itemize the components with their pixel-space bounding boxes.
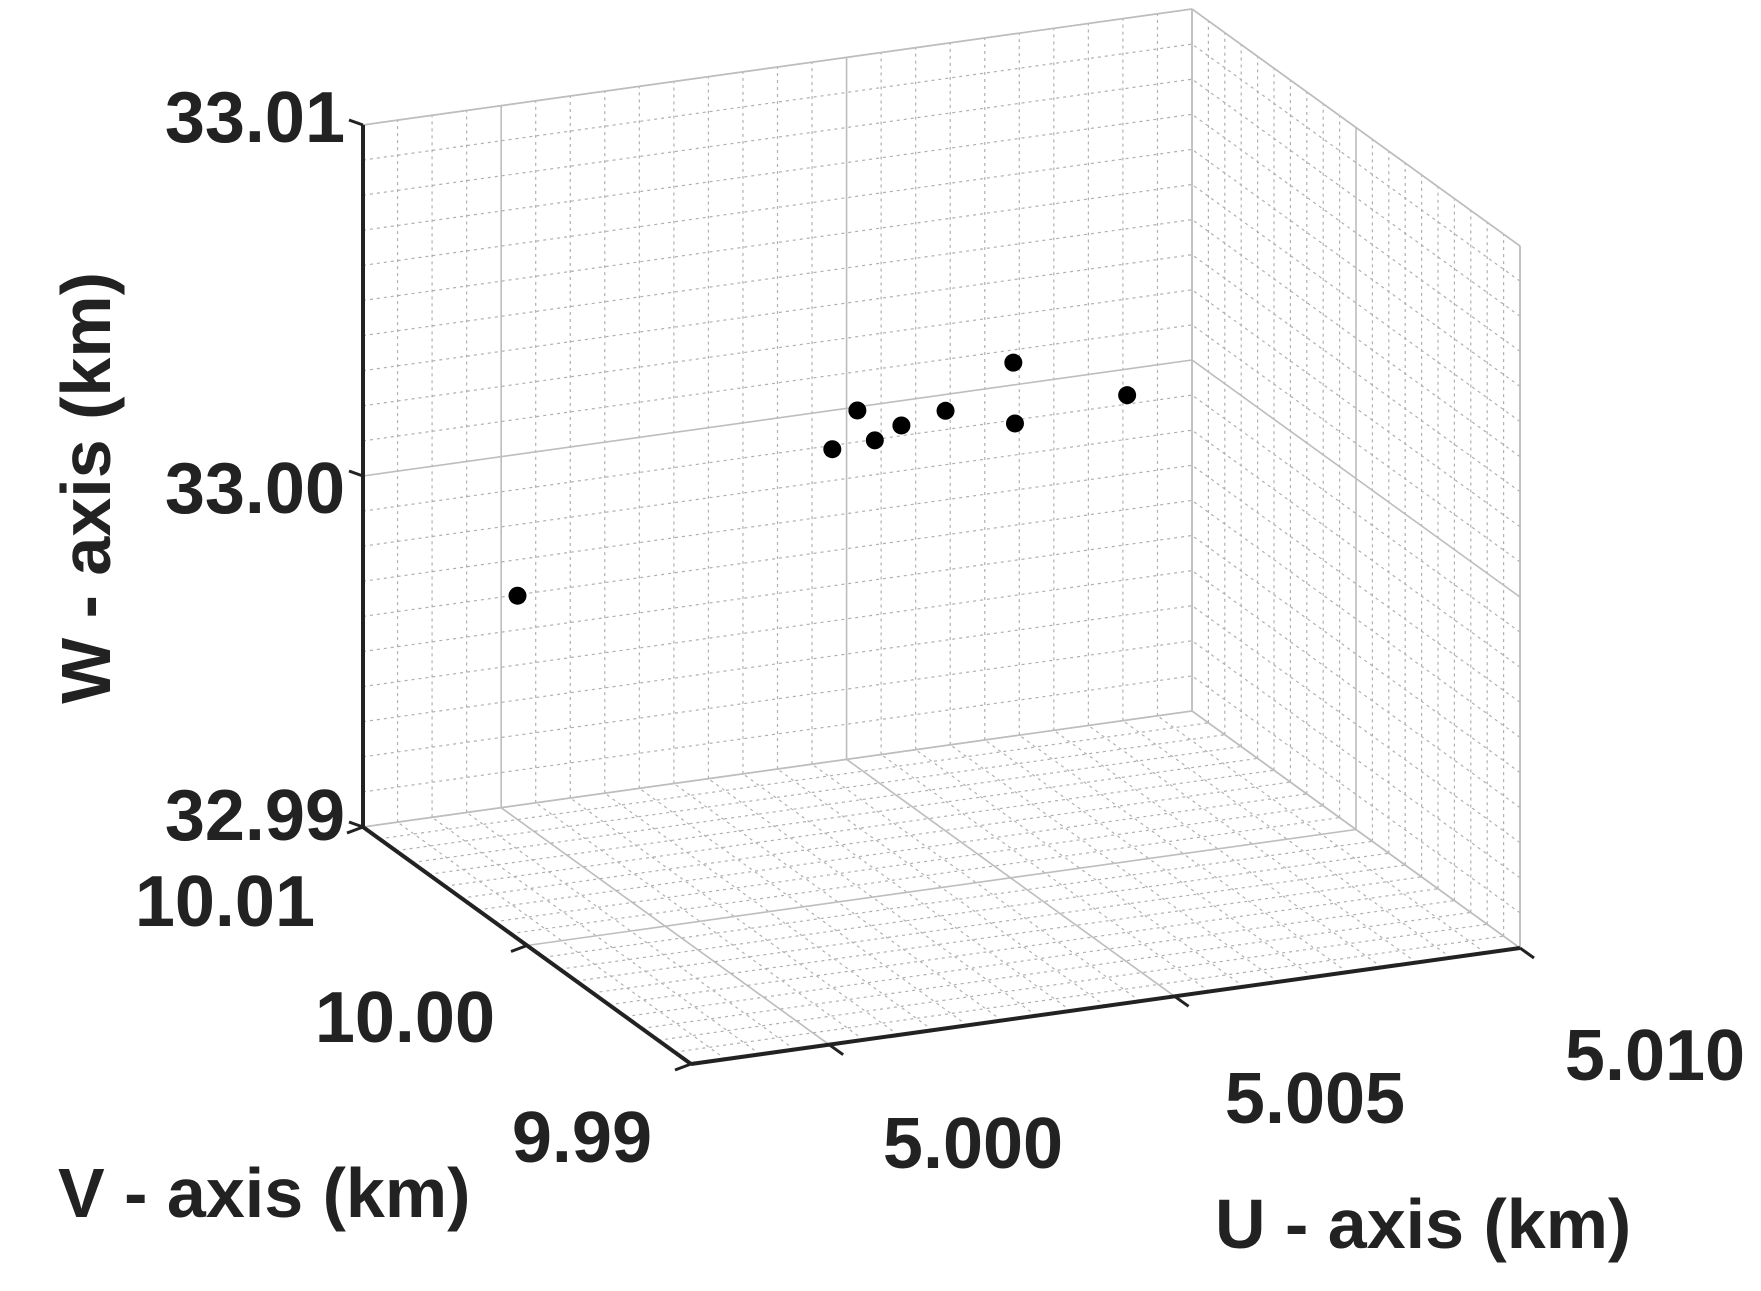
floor-grid-line	[880, 754, 1210, 992]
floor-grid-line	[477, 793, 1307, 911]
data-point-6	[865, 431, 884, 450]
x-tick-label-5.010: 5.010	[1565, 1016, 1745, 1096]
floor-grid-line	[608, 888, 1439, 1006]
data-point-1	[508, 586, 527, 605]
y-axis-label: V - axis (km)	[58, 1154, 470, 1232]
floor-grid-line	[431, 816, 761, 1055]
data-point-2	[1004, 353, 1023, 372]
x-axis-line	[690, 946, 1521, 1066]
floor-grid-line	[379, 722, 1209, 840]
box-edge	[362, 8, 1193, 126]
data-point-9	[1005, 414, 1024, 433]
x-tick-label-5.005: 5.005	[1225, 1059, 1405, 1139]
data-point-3	[892, 416, 911, 435]
grid	[362, 8, 1521, 1065]
side-wall-grid-line	[1191, 254, 1521, 493]
floor-grid-line	[1088, 725, 1417, 963]
floor-grid-line	[494, 805, 1324, 923]
side-wall-grid-line	[1191, 324, 1521, 563]
z-tick-mark	[348, 469, 364, 478]
data-point-4	[848, 401, 867, 420]
x-tick-label-5.000: 5.000	[883, 1104, 1063, 1184]
x-tick-mark	[1519, 946, 1535, 960]
x-axis-label: U - axis (km)	[1215, 1185, 1631, 1263]
z-tick-label-33.01: 33.01	[165, 78, 345, 158]
floor-grid-line	[1053, 729, 1383, 968]
x-tick-mark	[828, 1043, 845, 1056]
side-wall-grid-line	[1191, 605, 1521, 844]
y-tick-mark	[510, 944, 528, 953]
side-wall-grid-line	[1191, 78, 1521, 317]
y-tick-label-9.99: 9.99	[512, 1098, 652, 1178]
side-wall-grid-line	[1191, 535, 1521, 773]
floor-grid-line	[708, 778, 1037, 1017]
back-wall-grid-line	[362, 359, 1193, 477]
y-tick-label-10.01: 10.01	[135, 862, 315, 942]
z-tick-label-33.00: 33.00	[165, 449, 345, 529]
z-axis-label: W - axis (km)	[47, 272, 125, 704]
floor-grid-line	[949, 744, 1279, 983]
floor-grid-line	[777, 768, 1106, 1007]
box-edge	[1191, 8, 1521, 247]
data-point-7	[936, 401, 955, 420]
floor-grid-line	[673, 783, 1003, 1021]
floor-grid-line	[510, 817, 1340, 935]
floor-grid-line	[1018, 734, 1348, 973]
floor-grid-line	[397, 821, 726, 1060]
side-wall-grid-line	[1191, 675, 1521, 914]
data-point-8	[1118, 386, 1137, 405]
floor-grid-line	[674, 935, 1504, 1053]
back-wall-grid-line	[362, 710, 1193, 828]
z-tick-label-32.99: 32.99	[165, 776, 345, 856]
floor-grid-line	[811, 763, 1141, 1002]
x-tick-mark	[1173, 995, 1190, 1008]
floor-grid-line	[984, 739, 1314, 978]
floor-grid-line	[1157, 715, 1486, 954]
floor-grid-line	[466, 812, 795, 1050]
floor-grid-line	[535, 802, 865, 1041]
z-tick-mark	[348, 820, 364, 829]
floor-grid-line	[638, 787, 968, 1026]
y-tick-label-10.00: 10.00	[315, 978, 495, 1058]
data-point-5	[823, 440, 842, 459]
side-wall-grid-line	[1191, 43, 1521, 282]
side-wall-grid-line	[1191, 184, 1521, 422]
floor-grid-line	[625, 900, 1455, 1018]
side-wall-grid-line	[1191, 148, 1521, 387]
side-wall-grid-line	[1191, 394, 1521, 633]
side-wall-grid-line	[1191, 289, 1521, 528]
side-wall-grid-line	[1191, 219, 1521, 458]
floor-grid-line	[604, 792, 934, 1031]
data-points	[508, 353, 1137, 605]
y-tick-mark	[346, 825, 364, 835]
floor-grid-line	[569, 797, 899, 1036]
floor-grid-line	[742, 773, 1072, 1012]
floor-grid-line	[1122, 720, 1452, 959]
side-wall-grid-line	[1191, 710, 1521, 949]
floor-grid-line	[526, 828, 1357, 947]
side-wall-grid-line	[1191, 113, 1521, 352]
side-wall-grid-line	[1191, 640, 1521, 879]
side-wall-grid-line	[1191, 464, 1521, 703]
axes	[346, 118, 1535, 1072]
side-wall-grid-line	[1191, 429, 1521, 668]
y-tick-mark	[674, 1062, 692, 1072]
side-wall-grid-line	[1191, 570, 1521, 809]
floor-grid-line	[658, 923, 1488, 1041]
side-wall-grid-line	[1191, 359, 1521, 598]
floor-grid-line	[915, 749, 1245, 988]
z-tick-mark	[348, 118, 364, 127]
floor-grid-line	[461, 781, 1291, 899]
side-wall-grid-line	[1191, 499, 1521, 738]
